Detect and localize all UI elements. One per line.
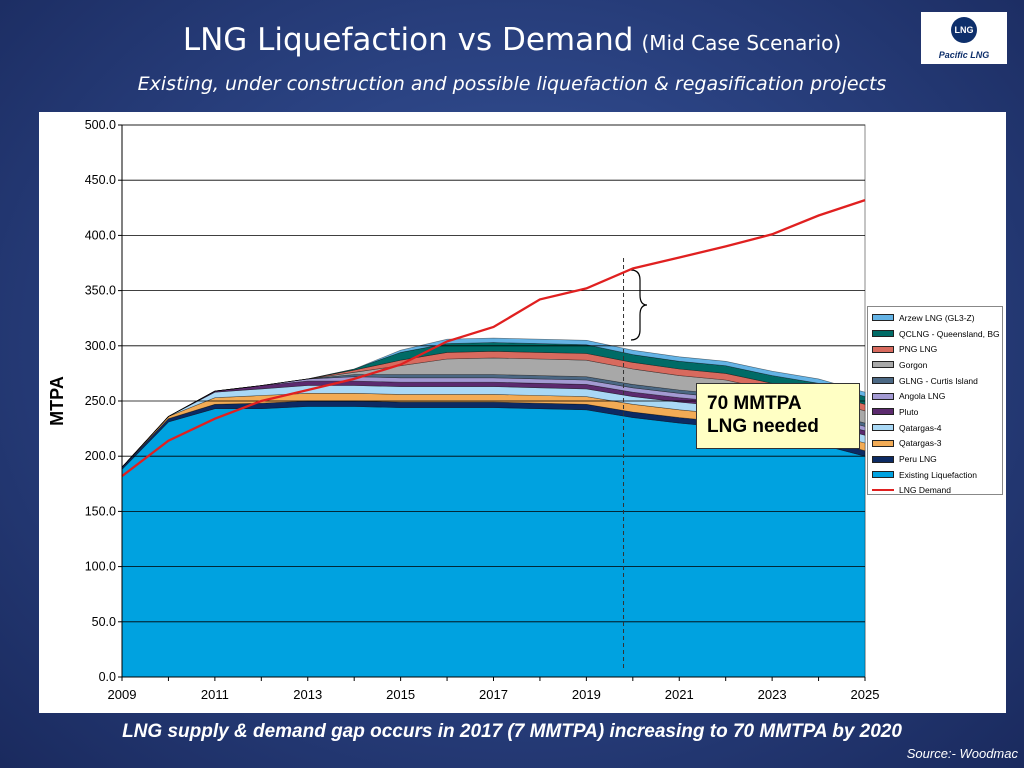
y-tick-label: 400.0 — [85, 228, 116, 242]
x-tick-label: 2019 — [572, 687, 601, 702]
y-tick-label: 450.0 — [85, 173, 116, 187]
footer-statement: LNG supply & demand gap occurs in 2017 (… — [122, 721, 902, 742]
y-tick-label: 250.0 — [85, 394, 116, 408]
gap-callout: 70 MMTPA LNG needed — [696, 383, 860, 449]
legend-label: Angola LNG — [899, 391, 946, 402]
legend-item-qatargas-4: Qatargas-4 — [872, 420, 1002, 436]
legend-swatch — [872, 377, 894, 385]
legend-item-lng-demand: LNG Demand — [872, 483, 1002, 499]
title-scenario: (Mid Case Scenario) — [641, 31, 842, 55]
legend-item-arzew-lng-gl3-z: Arzew LNG (GL3-Z) — [872, 310, 1002, 326]
legend-item-pluto: Pluto — [872, 404, 1002, 420]
x-tick-label: 2021 — [665, 687, 694, 702]
y-tick-label: 100.0 — [85, 560, 116, 574]
legend-label: GLNG - Curtis Island — [899, 375, 978, 386]
legend-item-qatargas-3: Qatargas-3 — [872, 436, 1002, 452]
legend-swatch — [872, 345, 894, 353]
legend-label: Arzew LNG (GL3-Z) — [899, 312, 975, 323]
legend-swatch — [872, 424, 894, 432]
x-tick-label: 2011 — [201, 687, 229, 702]
legend-item-angola-lng: Angola LNG — [872, 388, 1002, 404]
chart-svg: 0.0 50.0 100.0 150.0 200.0 250.0 300.0 350.0 400… — [47, 118, 880, 702]
callout-line-1: 70 MMTPA — [707, 393, 802, 414]
area-arzew-lng-gl3-z — [121, 337, 866, 468]
title-main: LNG Liquefaction vs Demand — [182, 22, 634, 58]
logo-circle — [951, 17, 977, 43]
gap-brace — [630, 269, 648, 341]
legend-label: Peru LNG — [899, 454, 937, 465]
legend-line-swatch — [872, 489, 894, 492]
legend-label: Existing Liquefaction — [899, 469, 977, 480]
legend-swatch — [872, 471, 894, 479]
demand-line — [121, 199, 866, 478]
legend-item-gorgon: Gorgon — [872, 357, 1002, 373]
legend-item-qclng-queensland-bg: QCLNG - Queensland, BG — [872, 326, 1002, 342]
y-tick-label: 50.0 — [92, 615, 116, 629]
y-tick-label: 350.0 — [85, 284, 116, 298]
y-axis-title: MTPA — [47, 376, 67, 426]
source-note: Source:- Woodmac — [906, 746, 1018, 761]
legend-item-peru-lng: Peru LNG — [872, 451, 1002, 467]
x-tick-label: 2023 — [758, 687, 787, 702]
legend-label: Gorgon — [899, 359, 928, 370]
chart-legend: Arzew LNG (GL3-Z) QCLNG - Queensland, BG P… — [867, 306, 1003, 495]
chart-panel: 0.0 50.0 100.0 150.0 200.0 250.0 300.0 350.0 400… — [39, 112, 1006, 713]
pacific-lng-logo: LNG Pacific LNG — [921, 12, 1007, 64]
y-tick-label: 300.0 — [85, 339, 116, 353]
page-subtitle: Existing, under construction and possibl… — [137, 73, 887, 95]
legend-label: QCLNG - Queensland, BG — [899, 328, 1000, 339]
legend-swatch — [872, 330, 894, 338]
callout-line-2: LNG needed — [707, 416, 819, 437]
legend-swatch — [872, 408, 894, 416]
legend-item-glng-curtis-island: GLNG - Curtis Island — [872, 373, 1002, 389]
legend-swatch — [872, 314, 894, 322]
x-tick-label: 2025 — [851, 687, 880, 702]
logo-text: Pacific LNG — [939, 50, 990, 60]
y-tick-label: 0.0 — [99, 670, 116, 684]
y-tick-label: 200.0 — [85, 449, 116, 463]
legend-item-existing-liquefaction: Existing Liquefaction — [872, 467, 1002, 483]
legend-item-png-lng: PNG LNG — [872, 341, 1002, 357]
logo-mark-text: LNG — [955, 25, 974, 35]
legend-label: Qatargas-3 — [899, 438, 942, 449]
legend-swatch — [872, 392, 894, 400]
legend-swatch — [872, 361, 894, 369]
legend-label: Qatargas-4 — [899, 422, 942, 433]
page-title: LNG Liquefaction vs Demand (Mid Case Scen… — [0, 22, 1024, 58]
legend-swatch — [872, 455, 894, 463]
x-tick-label: 2009 — [108, 687, 137, 702]
legend-label: PNG LNG — [899, 344, 938, 355]
x-tick-label: 2017 — [479, 687, 508, 702]
x-tick-label: 2015 — [386, 687, 415, 702]
legend-swatch — [872, 439, 894, 447]
x-tick-label: 2013 — [293, 687, 322, 702]
legend-label: Pluto — [899, 406, 919, 417]
y-tick-label: 500.0 — [85, 118, 116, 132]
legend-label: LNG Demand — [899, 485, 951, 496]
y-tick-label: 150.0 — [85, 504, 116, 518]
